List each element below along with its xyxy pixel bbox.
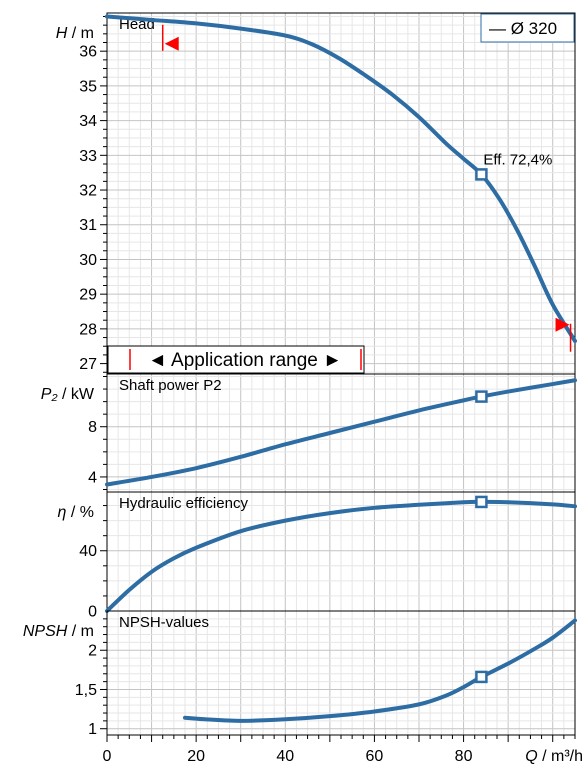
x-axis: 0 20 40 60 80 Q / m³/h	[103, 735, 583, 765]
y-tick-label-head: 27	[79, 356, 97, 373]
efficiency-label: Eff. 72,4%	[483, 151, 552, 168]
y-tick-label-efficiency: 0	[88, 604, 97, 621]
x-axis-variable: Q	[525, 748, 537, 765]
y-tick-label-npsh: 1	[88, 721, 97, 738]
legend-box	[480, 13, 575, 43]
x-tick-label: 0	[103, 748, 112, 765]
y-tick-label-efficiency: 40	[79, 543, 97, 560]
duty-point-marker-power	[475, 390, 488, 403]
y-tick-label-head: 33	[79, 148, 97, 165]
curve-head	[105, 14, 577, 344]
range-min-arrow-icon	[164, 36, 179, 51]
y-axis-label-head: H / m	[56, 25, 94, 42]
panel-power: 4 8 P₂ / kW Shaft power P2	[41, 373, 577, 493]
y-tick-label-npsh: 1,5	[75, 682, 97, 699]
duty-point-marker-head	[475, 168, 488, 181]
y-tick-label-power: 8	[88, 419, 97, 436]
curve-power	[105, 378, 577, 487]
curve-npsh	[183, 618, 577, 723]
legend: — Ø 320	[480, 13, 575, 43]
y-tick-label-head: 36	[79, 44, 97, 61]
panel-title-power: Shaft power P2	[119, 377, 222, 394]
legend-entry: — Ø 320	[489, 19, 557, 38]
y-axis-unit: / m	[67, 623, 94, 640]
y-tick-label-head: 35	[79, 78, 97, 95]
y-tick-label-head: 29	[79, 287, 97, 304]
y-tick-label-head: 28	[79, 321, 97, 338]
y-tick-label-npsh: 2	[88, 643, 97, 660]
y-axis-variable: P₂	[41, 386, 58, 403]
x-axis-unit: / m³/h	[538, 748, 583, 765]
x-tick-label: 80	[455, 748, 473, 765]
panel-title-efficiency: Hydraulic efficiency	[119, 495, 248, 512]
y-axis-unit: / kW	[58, 386, 95, 403]
y-tick-label-head: 31	[79, 217, 97, 234]
duty-point-marker-efficiency	[475, 495, 488, 509]
y-axis-unit: / %	[66, 504, 94, 521]
x-axis-label: Q / m³/h	[525, 748, 583, 765]
y-axis-label-power: P₂ / kW	[41, 386, 95, 403]
y-axis-label-efficiency: η / %	[58, 504, 94, 521]
application-range-label: ◄ Application range ►	[148, 350, 342, 371]
y-tick-label-power: 4	[88, 469, 97, 486]
application-range-box	[107, 345, 365, 374]
panel-efficiency: 0 40 η / % Hydraulic efficiency	[58, 491, 577, 621]
panel-title-npsh: NPSH-values	[119, 614, 209, 631]
x-tick-label: 20	[187, 748, 205, 765]
x-tick-label: 60	[366, 748, 384, 765]
range-max-arrow-icon	[555, 317, 570, 332]
x-tick-label: 40	[276, 748, 294, 765]
duty-point-marker-npsh	[475, 670, 488, 684]
curve-efficiency	[105, 499, 577, 613]
grid	[106, 13, 576, 735]
y-axis-variable: H	[56, 25, 68, 42]
y-axis-variable: NPSH	[23, 623, 68, 640]
y-axis-variable: η	[58, 504, 67, 521]
y-axis-label-npsh: NPSH / m	[23, 623, 94, 640]
y-tick-label-head: 32	[79, 183, 97, 200]
y-axis-unit: / m	[67, 25, 94, 42]
y-tick-label-head: 34	[79, 113, 97, 130]
y-tick-label-head: 30	[79, 252, 97, 269]
